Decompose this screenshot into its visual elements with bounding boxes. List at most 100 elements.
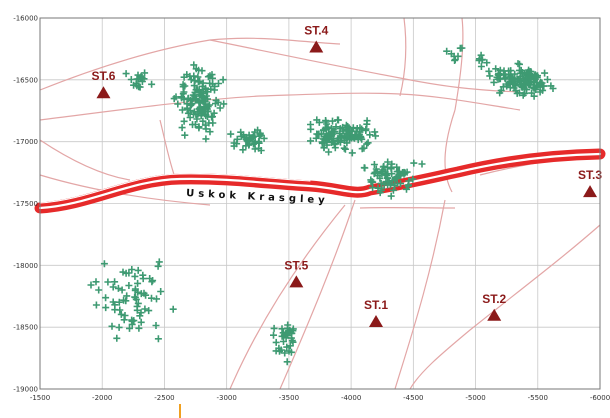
- event-marker: [307, 125, 315, 133]
- event-marker: [141, 69, 149, 77]
- event-marker: [392, 174, 400, 182]
- event-marker: [387, 192, 395, 200]
- event-marker: [363, 140, 371, 148]
- event-marker: [307, 137, 314, 145]
- event-marker: [216, 104, 224, 112]
- event-marker: [495, 71, 503, 79]
- x-tick-label: -4500: [403, 394, 423, 402]
- event-marker: [334, 116, 342, 124]
- event-marker: [239, 146, 247, 154]
- event-marker: [336, 132, 344, 140]
- event-marker: [172, 93, 180, 101]
- event-marker: [337, 138, 344, 146]
- event-marker: [95, 286, 103, 294]
- event-marker: [120, 316, 128, 324]
- event-marker: [111, 278, 119, 286]
- event-marker: [219, 76, 227, 84]
- event-marker: [148, 278, 156, 286]
- event-marker: [127, 76, 135, 83]
- station-label: ST.6: [91, 69, 115, 83]
- event-marker: [397, 180, 404, 188]
- event-marker: [196, 77, 204, 85]
- station-label: ST.1: [364, 298, 388, 312]
- x-tick-label: -1500: [30, 394, 50, 402]
- event-marker: [339, 127, 347, 135]
- event-marker: [323, 120, 331, 128]
- event-marker: [126, 324, 133, 332]
- event-marker: [195, 123, 203, 131]
- event-marker: [286, 342, 294, 350]
- event-marker: [364, 139, 372, 147]
- event-marker: [362, 127, 370, 134]
- event-marker: [142, 291, 150, 299]
- event-marker: [549, 85, 557, 92]
- station-label: ST.2: [482, 292, 506, 306]
- event-marker: [135, 324, 143, 332]
- event-marker: [363, 117, 371, 125]
- event-marker: [342, 121, 350, 129]
- event-marker: [382, 178, 390, 186]
- event-marker: [187, 76, 195, 84]
- event-marker: [186, 72, 194, 80]
- event-marker: [520, 69, 528, 77]
- event-marker: [521, 78, 529, 86]
- event-marker: [210, 109, 218, 117]
- y-tick-label: -17500: [13, 200, 38, 208]
- event-marker: [539, 86, 547, 94]
- event-marker: [341, 145, 349, 153]
- event-marker: [358, 145, 366, 153]
- event-marker: [153, 295, 160, 303]
- y-tick-label: -17000: [13, 138, 38, 146]
- road-line: [409, 224, 601, 390]
- event-marker: [214, 98, 222, 106]
- event-marker: [137, 318, 145, 326]
- event-marker: [524, 68, 532, 76]
- event-marker: [178, 106, 186, 114]
- event-marker: [113, 334, 121, 342]
- station-st-3: ST.3: [578, 168, 602, 198]
- event-marker: [506, 84, 514, 91]
- x-tick-label: -3500: [279, 394, 299, 402]
- event-marker: [384, 158, 392, 166]
- event-marker: [199, 117, 207, 125]
- event-marker: [343, 125, 351, 133]
- event-marker: [202, 86, 210, 94]
- event-marker: [443, 47, 451, 55]
- event-marker: [371, 168, 379, 176]
- event-marker: [330, 128, 338, 136]
- event-marker: [324, 123, 332, 131]
- event-marker: [206, 128, 214, 136]
- station-triangle-icon: [96, 86, 111, 99]
- y-tick-label: -19000: [13, 386, 38, 394]
- event-marker: [516, 66, 523, 74]
- event-marker: [181, 82, 189, 90]
- road-line: [39, 139, 131, 181]
- x-tick-label: -6000: [590, 394, 610, 402]
- event-marker: [330, 140, 338, 148]
- event-marker: [483, 59, 491, 67]
- event-marker: [270, 324, 278, 332]
- event-marker: [380, 162, 388, 170]
- event-marker: [370, 161, 378, 168]
- event-marker: [278, 325, 286, 333]
- event-marker: [250, 140, 257, 148]
- station-triangle-icon: [289, 275, 304, 288]
- event-marker: [115, 298, 123, 306]
- event-marker: [183, 105, 191, 113]
- event-marker: [321, 133, 329, 141]
- event-marker: [447, 50, 455, 58]
- event-marker: [451, 57, 459, 64]
- event-marker: [114, 284, 122, 292]
- event-marker: [197, 97, 205, 105]
- event-marker: [251, 145, 259, 153]
- event-marker: [272, 347, 280, 355]
- event-marker: [409, 175, 417, 183]
- event-marker: [133, 306, 141, 314]
- event-marker: [272, 338, 280, 346]
- event-marker: [132, 80, 140, 88]
- event-marker: [497, 87, 505, 95]
- event-marker: [383, 172, 391, 179]
- event-marker: [325, 134, 333, 142]
- highway-edge-line: [39, 173, 311, 204]
- event-marker: [400, 170, 408, 178]
